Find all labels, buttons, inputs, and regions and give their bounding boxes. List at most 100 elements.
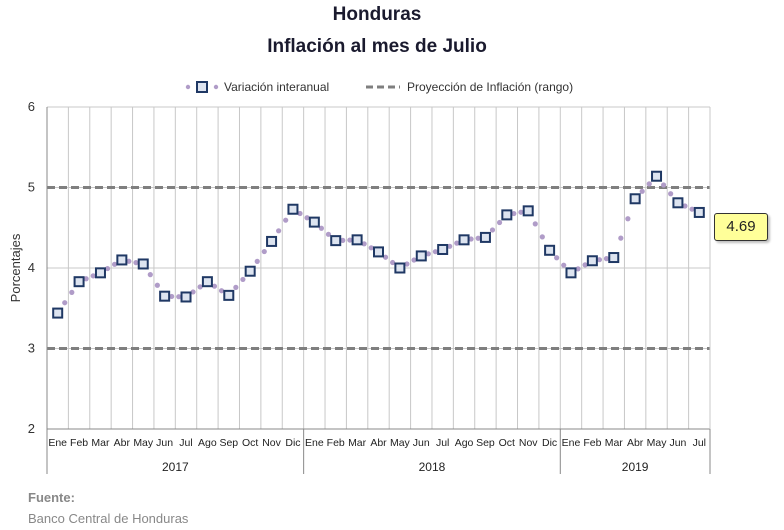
legend-dot-left xyxy=(185,84,191,90)
x-tick-label: Ago xyxy=(198,437,217,449)
data-point-marker xyxy=(351,234,363,246)
data-point-marker xyxy=(608,252,620,264)
series-dot xyxy=(197,284,203,290)
series-dot xyxy=(639,188,645,194)
legend-label-proyeccion: Proyección de Inflación (rango) xyxy=(407,80,573,94)
x-tick-label: Dic xyxy=(542,437,557,449)
x-tick-label: May xyxy=(647,437,668,449)
x-tick-label: Mar xyxy=(605,437,624,449)
data-point-marker xyxy=(522,205,534,217)
x-tick-label: Feb xyxy=(583,437,601,449)
x-tick-label: Ene xyxy=(562,437,581,449)
series-dot xyxy=(404,261,410,267)
y-tick-label: 6 xyxy=(28,99,35,114)
series-dot xyxy=(489,227,496,233)
series-dot xyxy=(283,217,289,223)
series-dot xyxy=(425,251,431,257)
series-dot xyxy=(254,258,260,264)
x-tick-label: Jul xyxy=(693,437,706,449)
series-variacion-interanual xyxy=(52,170,705,319)
series-dot xyxy=(618,235,624,241)
chart-subtitle: Inflación al mes de Julio xyxy=(267,36,487,57)
last-value-callout: 4.69 xyxy=(714,213,768,241)
x-tick-label: Oct xyxy=(499,437,515,449)
data-point-marker xyxy=(52,307,64,319)
x-tick-label: May xyxy=(133,437,154,449)
x-tick-label: Feb xyxy=(327,437,345,449)
series-dot xyxy=(218,288,225,294)
data-point-marker xyxy=(415,250,427,262)
series-dot xyxy=(261,248,267,255)
data-point-marker xyxy=(458,234,470,246)
y-axis-title: Porcentajes xyxy=(8,233,23,302)
legend: Variación interanual Proyección de Infla… xyxy=(185,80,573,94)
year-label: 2018 xyxy=(419,460,446,474)
x-tick-label: Abr xyxy=(370,437,387,449)
data-point-marker xyxy=(501,209,513,221)
y-tick-label: 2 xyxy=(28,421,35,436)
data-point-marker xyxy=(223,289,235,301)
series-dot xyxy=(325,231,332,237)
series-dot xyxy=(411,257,417,263)
series-dot xyxy=(69,289,75,295)
series-dot xyxy=(575,266,581,272)
series-dot xyxy=(447,243,453,249)
series-dot xyxy=(561,262,567,268)
series-dot xyxy=(582,262,588,268)
series-dot xyxy=(518,209,524,215)
data-point-marker xyxy=(651,170,663,182)
x-tick-label: Oct xyxy=(242,437,258,449)
projection-range xyxy=(47,186,710,350)
x-tick-label: Jul xyxy=(179,437,192,449)
data-point-marker xyxy=(544,244,556,256)
x-tick-label: Ene xyxy=(305,437,324,449)
data-point-marker xyxy=(479,231,491,243)
data-point-marker xyxy=(373,246,384,258)
series-dot xyxy=(468,236,474,242)
series-dot xyxy=(368,245,374,251)
series-dot xyxy=(539,234,545,240)
series-dot xyxy=(276,228,282,234)
data-point-marker xyxy=(693,206,705,218)
data-point-marker xyxy=(394,262,406,274)
x-tick-label: Jun xyxy=(413,437,430,449)
series-dot xyxy=(176,294,182,300)
source-label: Fuente: xyxy=(28,490,75,505)
series-dot xyxy=(603,256,610,262)
series-dot xyxy=(532,221,538,227)
x-tick-label: Jun xyxy=(669,437,686,449)
series-dot xyxy=(90,273,96,279)
x-tick-label: Mar xyxy=(348,437,367,449)
x-tick-label: Abr xyxy=(114,437,131,449)
data-point-marker xyxy=(586,255,598,267)
x-tick-label: May xyxy=(390,437,411,449)
series-dot xyxy=(190,289,196,295)
series-dot xyxy=(83,276,89,282)
series-dot xyxy=(340,237,346,243)
x-tick-label: Dic xyxy=(285,437,300,449)
x-tick-label: Ago xyxy=(455,437,474,449)
series-dot xyxy=(689,206,695,212)
source-text: Banco Central de Honduras xyxy=(28,511,189,526)
chart-title: Honduras xyxy=(332,4,422,25)
data-point-marker xyxy=(244,265,256,277)
data-point-marker xyxy=(180,291,192,303)
series-dot xyxy=(660,182,667,188)
data-point-marker xyxy=(137,258,149,270)
series-dot xyxy=(511,210,517,217)
y-tick-label: 3 xyxy=(28,341,35,356)
data-point-marker xyxy=(266,235,278,247)
series-dot xyxy=(126,258,132,264)
x-tick-label: Nov xyxy=(262,437,281,449)
legend-dot-right xyxy=(213,84,219,90)
data-point-marker xyxy=(73,276,85,288)
legend-marker-icon xyxy=(196,81,208,93)
data-point-marker xyxy=(330,235,342,247)
data-point-marker xyxy=(629,193,641,205)
series-dot xyxy=(133,260,139,266)
series-dot xyxy=(147,272,153,278)
year-label: 2017 xyxy=(162,460,189,474)
series-dot xyxy=(475,235,481,241)
data-point-marker xyxy=(565,267,577,279)
series-dot xyxy=(596,257,603,263)
